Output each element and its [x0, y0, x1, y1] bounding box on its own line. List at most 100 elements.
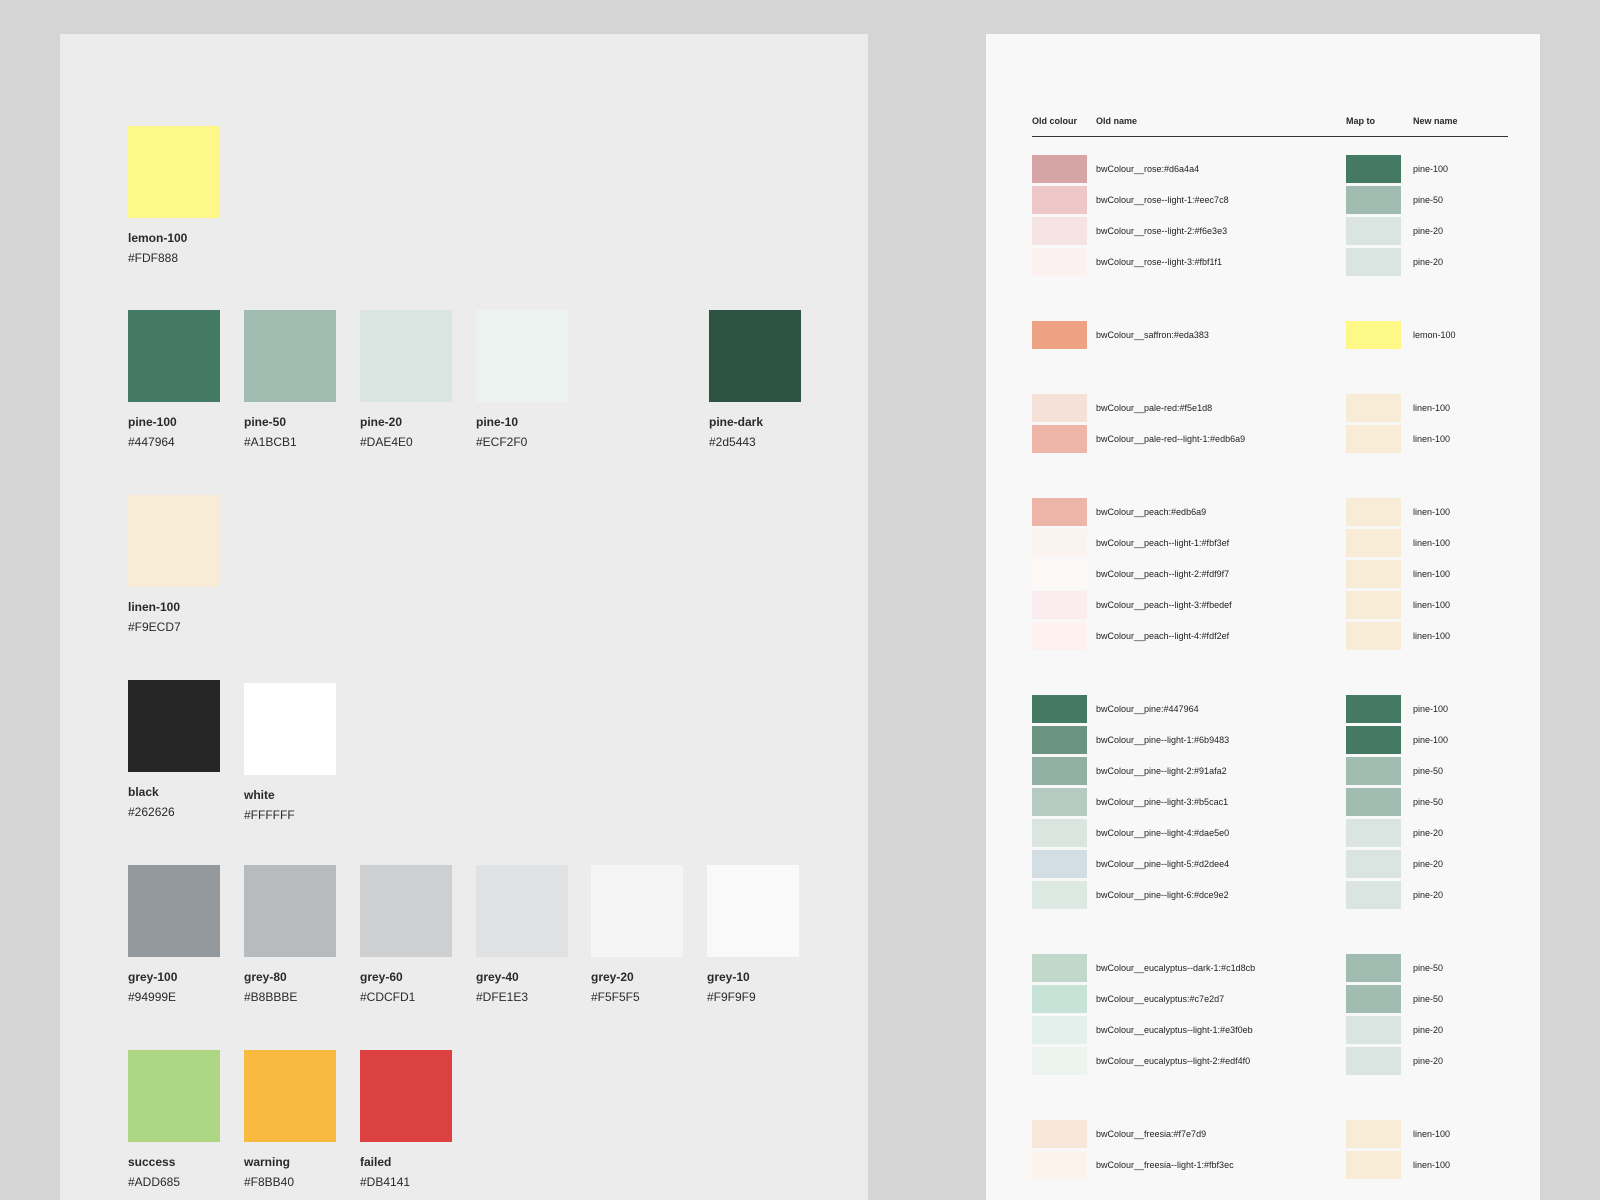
old-colour-chip: [1032, 881, 1087, 909]
old-name: bwColour__eucalyptus--dark-1:#c1d8cb: [1096, 963, 1256, 973]
new-name: linen-100: [1413, 600, 1451, 610]
old-colour-chip: [1032, 321, 1087, 349]
header-old-colour: Old colour: [1032, 116, 1077, 126]
new-name: linen-100: [1413, 631, 1451, 641]
old-colour-chip: [1032, 1151, 1087, 1179]
palette-artboard: lemon-100 #FDF888 pine-100 #447964 pine-50 #A…: [60, 34, 868, 1200]
mapping-row: bwColour__pine--light-1:#6b9483 pine-100: [1032, 726, 1508, 754]
swatch-name: white: [244, 788, 275, 802]
new-colour-chip: [1346, 985, 1401, 1013]
new-name: pine-50: [1413, 963, 1444, 973]
mapping-row: bwColour__freesia--light-1:#fbf3ec linen-…: [1032, 1151, 1508, 1179]
old-colour-chip: [1032, 186, 1087, 214]
old-name: bwColour__pale-red--light-1:#edb6a9: [1096, 434, 1246, 444]
mapping-row: bwColour__pine--light-3:#b5cac1 pine-50: [1032, 788, 1508, 816]
swatch-name: lemon-100: [128, 231, 188, 245]
new-colour-chip: [1346, 529, 1401, 557]
old-colour-chip: [1032, 1047, 1087, 1075]
swatch-black: black #262626: [128, 680, 220, 819]
new-name: pine-50: [1413, 994, 1444, 1004]
new-name: pine-20: [1413, 1056, 1444, 1066]
new-name: linen-100: [1413, 403, 1451, 413]
old-colour-chip: [1032, 248, 1087, 276]
swatch-chip: [128, 680, 220, 772]
old-colour-chip: [1032, 1016, 1087, 1044]
new-colour-chip: [1346, 394, 1401, 422]
swatch-hex: #DB4141: [360, 1175, 411, 1189]
new-name: linen-100: [1413, 1129, 1451, 1139]
swatch-name: grey-40: [476, 970, 519, 984]
swatch-name: warning: [244, 1155, 291, 1169]
old-colour-chip: [1032, 622, 1087, 650]
new-colour-chip: [1346, 850, 1401, 878]
header-old-name: Old name: [1096, 116, 1138, 126]
mapping-row: bwColour__pine:#447964 pine-100: [1032, 695, 1508, 723]
swatch-chip: [476, 865, 568, 957]
old-name: bwColour__pine--light-3:#b5cac1: [1096, 797, 1229, 807]
new-name: pine-50: [1413, 797, 1444, 807]
old-name: bwColour__saffron:#eda383: [1096, 330, 1209, 340]
new-colour-chip: [1346, 881, 1401, 909]
swatch-chip: [591, 865, 683, 957]
swatch-name: grey-60: [360, 970, 403, 984]
new-name: pine-20: [1413, 859, 1444, 869]
swatch-hex: #262626: [128, 805, 175, 819]
swatch-name: grey-10: [707, 970, 750, 984]
old-name: bwColour__rose:#d6a4a4: [1096, 164, 1200, 174]
swatch-chip: [244, 1050, 336, 1142]
new-name: linen-100: [1413, 538, 1451, 548]
swatch-success: success #ADD685: [128, 1050, 220, 1189]
header-map-to: Map to: [1346, 116, 1375, 126]
swatch-grey-100: grey-100 #94999E: [128, 865, 220, 1004]
new-name: linen-100: [1413, 434, 1451, 444]
mapping-row: bwColour__saffron:#eda383 lemon-100: [1032, 321, 1508, 349]
swatch-chip: [128, 495, 220, 587]
swatch-grey-20: grey-20 #F5F5F5: [591, 865, 683, 1004]
old-name: bwColour__rose--light-1:#eec7c8: [1096, 195, 1229, 205]
swatch-chip: [707, 865, 799, 957]
swatch-chip: [476, 310, 568, 402]
mapping-row: bwColour__eucalyptus--light-2:#edf4f0 pin…: [1032, 1047, 1508, 1075]
old-name: bwColour__pale-red:#f5e1d8: [1096, 403, 1213, 413]
swatch-pine-20: pine-20 #DAE4E0: [360, 310, 452, 449]
swatch-hex: #CDCFD1: [360, 990, 416, 1004]
old-name: bwColour__pine--light-4:#dae5e0: [1096, 828, 1230, 838]
swatch-hex: #F8BB40: [244, 1175, 295, 1189]
swatch-chip: [128, 1050, 220, 1142]
new-name: pine-20: [1413, 1025, 1444, 1035]
new-colour-chip: [1346, 560, 1401, 588]
new-colour-chip: [1346, 1016, 1401, 1044]
mapping-row: bwColour__freesia:#f7e7d9 linen-100: [1032, 1120, 1508, 1148]
mapping-row: bwColour__eucalyptus:#c7e2d7 pine-50: [1032, 985, 1508, 1013]
header-new-name: New name: [1413, 116, 1458, 126]
new-colour-chip: [1346, 186, 1401, 214]
old-name: bwColour__pine--light-5:#d2dee4: [1096, 859, 1230, 869]
old-colour-chip: [1032, 529, 1087, 557]
swatch-hex: #447964: [128, 435, 175, 449]
mapping-row: bwColour__peach--light-1:#fbf3ef linen-10…: [1032, 529, 1508, 557]
swatch-grey-40: grey-40 #DFE1E3: [476, 865, 568, 1004]
swatch-name: failed: [360, 1155, 392, 1169]
old-colour-chip: [1032, 498, 1087, 526]
swatch-hex: #F9F9F9: [707, 990, 756, 1004]
old-name: bwColour__eucalyptus--light-2:#edf4f0: [1096, 1056, 1251, 1066]
new-colour-chip: [1346, 1047, 1401, 1075]
swatch-failed: failed #DB4141: [360, 1050, 452, 1189]
swatch-name: pine-50: [244, 415, 287, 429]
old-colour-chip: [1032, 155, 1087, 183]
swatch-hex: #B8BBBE: [244, 990, 298, 1004]
old-name: bwColour__peach:#edb6a9: [1096, 507, 1207, 517]
mapping-row: bwColour__pine--light-2:#91afa2 pine-50: [1032, 757, 1508, 785]
old-colour-chip: [1032, 954, 1087, 982]
old-name: bwColour__peach--light-4:#fdf2ef: [1096, 631, 1230, 641]
swatch-hex: #94999E: [128, 990, 177, 1004]
swatch-chip: [709, 310, 801, 402]
swatch-hex: #ECF2F0: [476, 435, 528, 449]
old-colour-chip: [1032, 394, 1087, 422]
swatch-chip: [360, 1050, 452, 1142]
old-name: bwColour__freesia:#f7e7d9: [1096, 1129, 1207, 1139]
new-colour-chip: [1346, 726, 1401, 754]
swatch-chip: [360, 865, 452, 957]
mapping-row: bwColour__pale-red:#f5e1d8 linen-100: [1032, 394, 1508, 422]
swatch-white: white #FFFFFF: [244, 683, 336, 822]
